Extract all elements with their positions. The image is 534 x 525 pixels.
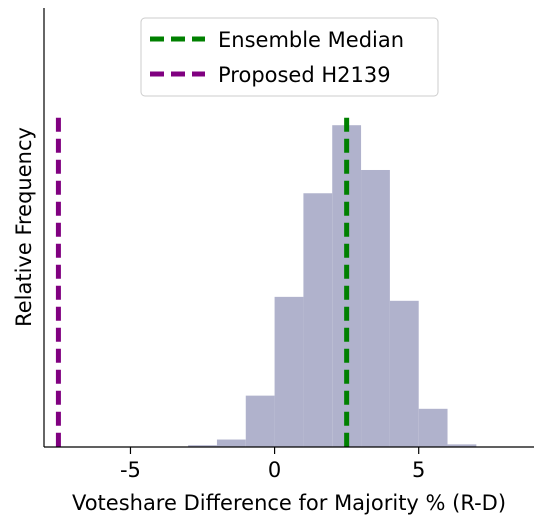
legend-label-proposed-h2139: Proposed H2139 xyxy=(218,63,391,87)
histogram-bar-8 xyxy=(418,408,448,447)
x-axis-label: Voteshare Difference for Majority % (R-D… xyxy=(72,491,506,515)
x-ticks: -5 0 5 xyxy=(120,447,425,482)
histogram-bar-7 xyxy=(389,300,419,447)
histogram-bar-1 xyxy=(216,439,246,447)
x-tick-label-1: 0 xyxy=(268,458,281,482)
histogram-bar-0 xyxy=(188,445,217,447)
legend-frame xyxy=(140,17,439,97)
legend: Ensemble Median Proposed H2139 xyxy=(140,17,439,97)
axes xyxy=(43,8,534,448)
histogram-bar-6 xyxy=(361,169,390,447)
histogram-bar-9 xyxy=(447,444,477,447)
legend-label-ensemble-median: Ensemble Median xyxy=(218,28,404,52)
histogram-bar-2 xyxy=(245,395,275,447)
histogram-bar-4 xyxy=(303,193,333,447)
histogram-bars xyxy=(188,125,477,447)
y-axis-label: Relative Frequency xyxy=(12,127,36,327)
x-tick-label-2: 5 xyxy=(412,458,425,482)
x-tick-label-0: -5 xyxy=(120,458,141,482)
histogram-bar-3 xyxy=(274,296,304,447)
reference-lines xyxy=(55,117,350,447)
